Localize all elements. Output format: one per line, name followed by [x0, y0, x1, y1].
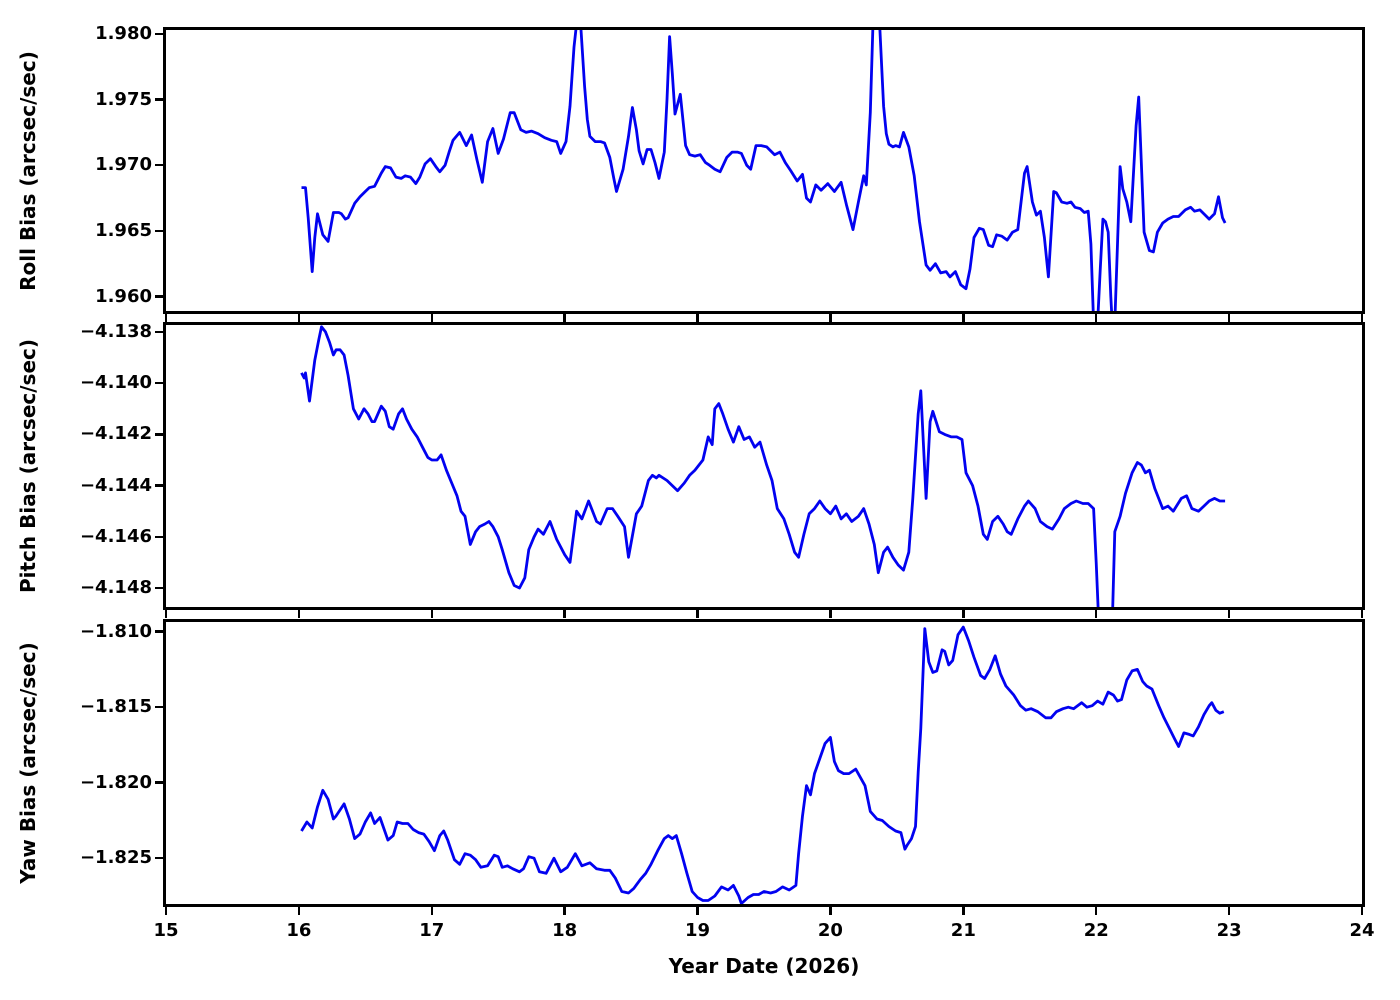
x-tick	[696, 314, 699, 322]
y-tick-label: 1.980	[95, 22, 152, 44]
x-tick-label: 19	[685, 920, 711, 941]
y-tick-label: −4.142	[79, 423, 152, 445]
x-tick	[297, 907, 301, 915]
y-tick	[155, 381, 163, 385]
y-tick-label: −4.140	[79, 372, 152, 394]
pitch-y-axis-label: Pitch Bias (arcsec/sec)	[16, 338, 40, 594]
x-tick	[962, 314, 965, 322]
roll-bias-series-line	[301, 30, 1227, 311]
x-tick	[829, 907, 832, 915]
yaw-bias-series-line	[300, 625, 1225, 904]
pitch-bias-panel: −4.138 −4.140 −4.142 −4.144 −4.146 −4.148	[80, 321, 1365, 618]
y-tick-label: −4.144	[79, 474, 152, 496]
x-tick-label: 21	[950, 920, 976, 941]
x-tick	[563, 610, 566, 618]
x-tick	[297, 610, 301, 618]
x-tick-label: 15	[153, 920, 179, 941]
y-tick	[155, 535, 163, 539]
y-tick	[155, 163, 163, 167]
x-tick	[696, 907, 699, 915]
y-tick	[155, 32, 163, 36]
y-tick	[155, 705, 163, 709]
y-tick-label: −4.148	[79, 577, 152, 599]
x-tick-label: 16	[286, 920, 312, 941]
y-tick-label: 1.970	[95, 154, 152, 176]
x-tick	[1094, 907, 1098, 915]
x-tick	[1360, 610, 1364, 618]
y-tick	[155, 98, 163, 101]
pitch-bias-plot-area	[300, 325, 1226, 607]
x-tick	[164, 314, 168, 322]
y-tick-label: −1.810	[79, 620, 152, 642]
x-tick	[164, 907, 168, 915]
x-axis-label: Year Date (2026)	[668, 954, 860, 978]
y-tick-label: 1.965	[95, 219, 152, 241]
x-tick-label: 18	[552, 920, 578, 941]
x-tick	[962, 907, 965, 915]
y-tick-label: −4.138	[79, 320, 152, 342]
y-tick	[155, 295, 163, 298]
x-tick	[1227, 907, 1231, 915]
y-tick	[155, 484, 163, 487]
x-tick	[829, 314, 832, 322]
y-tick	[155, 433, 163, 436]
x-tick	[829, 610, 832, 618]
x-tick	[962, 610, 965, 618]
y-tick-label: −1.815	[79, 696, 152, 718]
yaw-bias-plot-area	[300, 625, 1225, 904]
x-tick-label: 22	[1083, 920, 1109, 941]
y-tick-label: −1.825	[79, 847, 152, 869]
x-tick	[1227, 610, 1231, 618]
x-tick-label: 20	[817, 920, 843, 941]
x-tick	[563, 907, 566, 915]
x-tick	[430, 907, 434, 915]
y-tick	[155, 781, 163, 784]
x-tick	[297, 314, 301, 322]
roll-bias-panel: 1.980 1.975 1.970 1.965 1.960	[95, 23, 1365, 322]
x-tick	[1094, 314, 1098, 322]
y-tick-label: 1.960	[95, 285, 152, 307]
roll-y-axis-label: Roll Bias (arcsec/sec)	[16, 50, 40, 291]
y-tick-label: −4.146	[79, 525, 152, 547]
pitch-bias-series-line	[300, 325, 1226, 607]
y-tick	[155, 229, 163, 233]
y-tick	[155, 630, 163, 633]
x-tick	[1094, 610, 1098, 618]
y-tick-label: −1.820	[79, 771, 152, 793]
y-tick	[155, 856, 163, 860]
x-tick-label: 17	[419, 920, 445, 941]
x-tick	[430, 610, 434, 618]
x-tick	[164, 610, 168, 618]
yaw-y-axis-label: Yaw Bias (arcsec/sec)	[16, 642, 40, 884]
x-tick	[563, 314, 566, 322]
x-tick-label: 23	[1216, 920, 1242, 941]
x-tick	[1360, 314, 1364, 322]
y-tick-label: 1.975	[95, 88, 152, 110]
x-tick	[430, 314, 434, 322]
y-tick	[155, 586, 163, 590]
roll-bias-plot-area	[301, 30, 1227, 311]
yaw-bias-panel: −1.810 −1.815 −1.820 −1.825 15 16 17 18 19 20 21 22…	[80, 619, 1375, 941]
x-tick	[1227, 314, 1231, 322]
x-tick	[1360, 907, 1364, 915]
x-tick-label: 24	[1349, 920, 1375, 941]
x-tick	[696, 610, 699, 618]
y-tick	[155, 330, 163, 334]
